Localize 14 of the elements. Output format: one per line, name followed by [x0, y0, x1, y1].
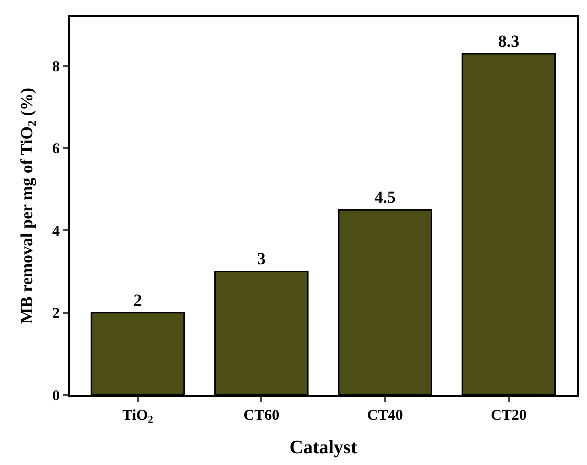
x-tick-label: CT60 [244, 408, 280, 424]
x-tick-label: CT20 [491, 408, 527, 424]
y-tick-label: 8 [52, 60, 60, 76]
x-tick-label: CT40 [367, 408, 404, 424]
data-label: 2 [134, 290, 142, 310]
data-label: 4.5 [374, 188, 396, 208]
y-tick-label: 2 [52, 306, 60, 322]
y-tick-label: 0 [52, 388, 60, 404]
x-tick-label: TiO$_{2}$ [122, 408, 154, 426]
data-label: 8.3 [498, 32, 520, 51]
y-tick-label: 4 [52, 224, 60, 240]
data-label: 3 [257, 250, 266, 269]
x-axis-title: Catalyst [290, 437, 358, 458]
y-tick-label: 6 [52, 142, 60, 158]
